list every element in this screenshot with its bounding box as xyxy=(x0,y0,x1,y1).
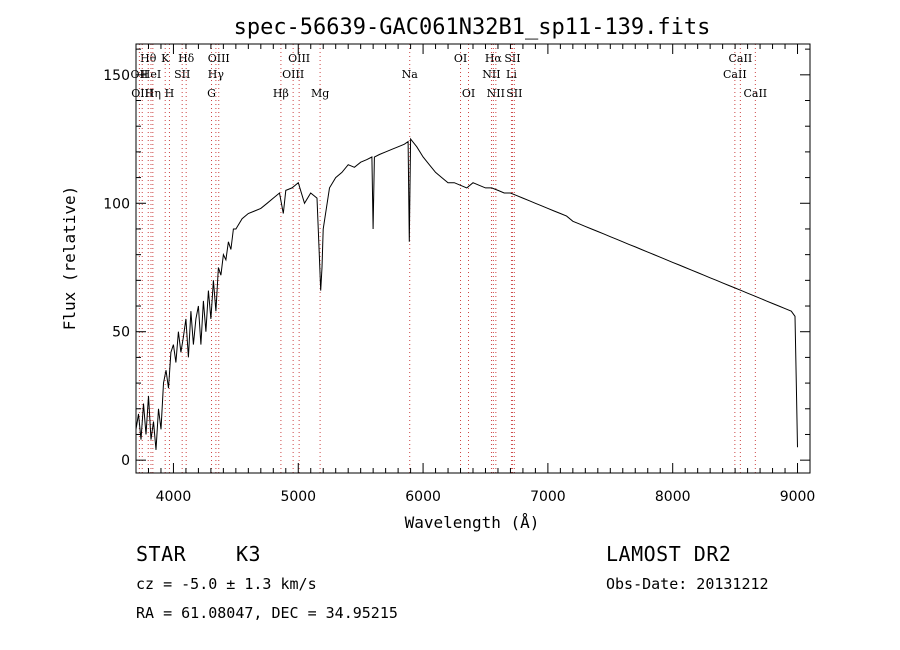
x-tick-label: 8000 xyxy=(655,489,691,505)
spectral-line-label: Hγ xyxy=(208,68,225,81)
spectral-line-label: H xyxy=(165,87,175,100)
x-tick-label: 7000 xyxy=(530,489,566,505)
x-tick-label: 5000 xyxy=(280,489,316,505)
spectral-line-label: K xyxy=(161,52,170,65)
y-axis: 0 50 100 150 xyxy=(103,48,810,469)
survey-name: LAMOST DR2 xyxy=(606,542,732,566)
spectral-line-label: SII xyxy=(504,52,520,65)
spectral-line-label: Hδ xyxy=(178,52,195,65)
spectral-line-label: OIII xyxy=(131,87,153,100)
object-subclass: K3 xyxy=(236,542,262,566)
spectral-line-label: Hα xyxy=(485,52,503,65)
plot-frame xyxy=(135,43,811,474)
spectral-line-label: Hβ xyxy=(273,87,289,100)
spectral-line-label: HeI xyxy=(141,68,161,81)
observation-date: Obs-Date: 20131212 xyxy=(606,575,769,593)
spectral-line-label: Hθ xyxy=(140,52,157,65)
spectral-line-label: Na xyxy=(402,68,419,81)
x-axis: 4000 5000 6000 7000 8000 9000 xyxy=(147,44,816,505)
object-class: STAR xyxy=(136,542,187,566)
y-tick-label: 100 xyxy=(103,196,130,212)
spectral-line-label: OIII xyxy=(282,68,304,81)
x-tick-label: 4000 xyxy=(156,489,192,505)
spectral-line-label: OIII xyxy=(208,52,230,65)
spectral-line-label: SII xyxy=(506,87,522,100)
spectral-line-label: CaII xyxy=(723,68,747,81)
y-tick-label: 150 xyxy=(103,68,130,84)
spectral-line-label: Hη xyxy=(145,87,161,100)
x-tick-label: 9000 xyxy=(780,489,816,505)
chart-title: spec-56639-GAC061N32B1_sp11-139.fits xyxy=(234,15,711,40)
y-tick-label: 50 xyxy=(112,325,130,341)
spectral-line-label: G xyxy=(207,87,216,100)
spectral-line-label: SII xyxy=(174,68,190,81)
spectral-line-label: CaII xyxy=(743,87,767,100)
spectral-line-label: OIII xyxy=(288,52,310,65)
spectral-line-label: Mg xyxy=(311,87,329,100)
spectrum-series-line xyxy=(135,137,798,450)
coordinates: RA = 61.08047, DEC = 34.95215 xyxy=(136,604,398,622)
x-tick-label: 6000 xyxy=(405,489,441,505)
spectral-line-label: OI xyxy=(454,52,467,65)
spectral-line-label: Li xyxy=(506,68,517,81)
y-axis-label: Flux (relative) xyxy=(60,186,79,331)
spectral-line-label: OI xyxy=(462,87,475,100)
spectral-line-label: CaII xyxy=(729,52,753,65)
spectral-line-label: NII xyxy=(487,87,505,100)
redshift-velocity: cz = -5.0 ± 1.3 km/s xyxy=(136,575,317,593)
spectral-line-label: NII xyxy=(482,68,500,81)
x-axis-label: Wavelength (Å) xyxy=(405,513,540,532)
y-tick-label: 0 xyxy=(121,453,130,469)
